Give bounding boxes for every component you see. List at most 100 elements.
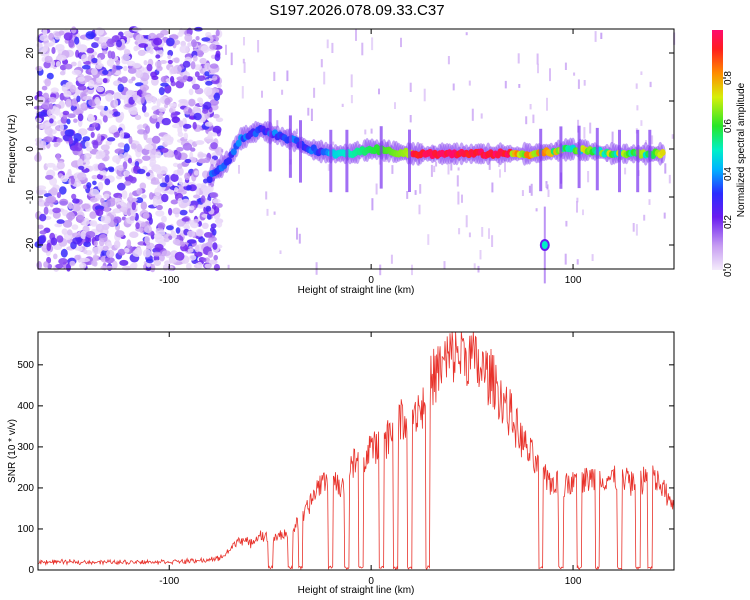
spectrogram-noise-cell — [76, 95, 81, 103]
snr-panel: -100 0 100 0 100 200 300 400 500 Height of stra… — [7, 331, 675, 596]
spectrogram-noise-cell — [70, 175, 75, 185]
spectrogram-noise-cell — [62, 110, 70, 116]
spectrogram-streak — [473, 263, 476, 269]
spectrogram-noise-cell — [100, 42, 108, 49]
y-tick-label: 20 — [25, 47, 36, 59]
spectrogram-noise-cell — [46, 72, 54, 80]
spectrogram-noise-cell — [216, 203, 223, 208]
spectrogram-noise-cell — [156, 98, 161, 107]
spectrogram-noise-cell — [188, 88, 194, 96]
spectrogram-streak — [664, 163, 667, 174]
spectrogram-noise-cell — [184, 158, 192, 164]
spectrogram-noise-cell — [130, 143, 137, 150]
spectrogram-noise-cell — [97, 57, 102, 66]
spectrogram-noise-cell — [177, 167, 184, 176]
spectrogram-streak — [517, 53, 520, 64]
spectrogram-noise-cell — [117, 164, 124, 171]
spectrogram-streak — [468, 80, 471, 86]
spectrogram-noise-cell — [168, 190, 175, 195]
spectrogram-spike — [618, 129, 621, 193]
spectrogram-noise-cell — [102, 115, 108, 123]
spectrogram-noise-cell — [197, 75, 206, 81]
spectrogram-noise-cell — [155, 54, 161, 59]
spectrogram-noise-cell — [182, 60, 191, 68]
spectrogram-noise-cell — [39, 34, 50, 42]
spectrogram-noise-cell — [155, 151, 162, 159]
spectrogram-noise-cell — [123, 170, 131, 177]
spectrogram-noise-cell — [112, 64, 117, 74]
spectrogram-noise-cell — [197, 203, 205, 209]
spectrogram-noise-cell — [181, 217, 190, 222]
spectrogram-streak — [583, 127, 586, 139]
spectrogram-streak — [587, 171, 590, 183]
spectrogram-noise-cell — [170, 173, 179, 182]
spectrogram-noise-cell — [135, 69, 144, 79]
spectrogram-noise-cell — [190, 39, 197, 48]
spectrogram-noise-cell — [142, 80, 149, 85]
spectrogram-noise-cell — [182, 142, 193, 151]
spectrogram-noise-cell — [166, 37, 175, 47]
spectrogram-noise-cell — [129, 231, 139, 238]
spectrogram-spike — [345, 129, 349, 193]
spectrogram-noise-cell — [164, 138, 174, 146]
spectrogram-noise-cell — [216, 220, 223, 228]
spectrogram-noise-cell — [124, 180, 132, 186]
spectrogram-noise-cell — [54, 107, 61, 116]
figure-title: S197.2026.078.09.33.C37 — [269, 2, 444, 19]
spectrogram-noise-cell — [41, 85, 48, 91]
spectrogram-streak — [409, 115, 412, 123]
spectrogram-noise-cell — [154, 187, 162, 197]
spectrogram-noise-cell — [119, 130, 125, 140]
spectrogram-noise-cell — [123, 134, 131, 139]
spectrogram-streak — [465, 32, 468, 36]
spectrogram-noise-cell — [90, 188, 100, 197]
spectrogram-streak — [480, 113, 483, 119]
spectrogram-noise-cell — [160, 60, 167, 64]
spectrogram-noise-cell — [46, 109, 52, 116]
spectrogram-noise-cell — [153, 259, 162, 266]
spectrogram-noise-cell — [61, 84, 67, 92]
spectrogram-noise-cell — [64, 63, 73, 70]
spectrogram-noise-cell — [123, 143, 130, 153]
spectrogram-noise-cell — [96, 133, 102, 142]
spectrogram-streak — [435, 161, 438, 167]
spectrogram-noise-cell — [144, 225, 152, 234]
spectrogram-noise-cell — [184, 221, 190, 230]
spectrogram-streak — [298, 233, 301, 244]
spectrogram-noise-cell — [104, 178, 111, 186]
spectrogram-noise-cell — [151, 75, 159, 81]
spectrogram-noise-cell — [85, 231, 96, 238]
spectrogram-noise-cell — [137, 124, 144, 130]
spectrogram-streak — [663, 212, 666, 219]
spectrogram-noise-cell — [93, 36, 100, 41]
spectrogram-noise-cell — [140, 201, 147, 210]
spectrogram-noise-cell — [90, 131, 95, 138]
y-tick-label: -10 — [25, 189, 36, 204]
spectrogram-noise-cell — [158, 112, 164, 118]
spectrogram-noise-cell — [121, 190, 128, 200]
spectrogram-streak — [640, 71, 643, 75]
spectrogram-noise-cell — [65, 98, 72, 108]
spectrogram-streak — [411, 264, 413, 276]
spectrogram-noise-cell — [41, 101, 51, 109]
spectrogram-streak — [242, 58, 245, 64]
spectrogram-noise-cell — [56, 161, 65, 170]
spectrogram-noise-cell — [154, 243, 164, 251]
spectrogram-noise-cell — [59, 198, 69, 206]
spectrogram-noise-cell — [135, 197, 144, 204]
spectrogram-y-ticks: -20 -10 0 10 20 — [25, 47, 674, 252]
spectrogram-noise-cell — [44, 126, 53, 136]
spectrogram-noise-cell — [143, 131, 148, 141]
spectrogram-noise-cell — [131, 201, 136, 211]
spectrogram-noise-cell — [114, 240, 121, 249]
spectrogram-noise-cell — [170, 76, 175, 83]
spectrogram-streak — [414, 190, 417, 195]
spectrogram-noise-cell — [49, 118, 54, 124]
spectrogram-noise-cell — [174, 151, 182, 160]
spectrogram-streak — [643, 214, 646, 221]
y-tick-label: -20 — [25, 237, 36, 252]
spectrogram-noise-cell — [151, 135, 161, 144]
snr-line — [37, 331, 675, 571]
spectrogram-streak — [227, 264, 230, 269]
spectrogram-streak — [458, 228, 461, 235]
